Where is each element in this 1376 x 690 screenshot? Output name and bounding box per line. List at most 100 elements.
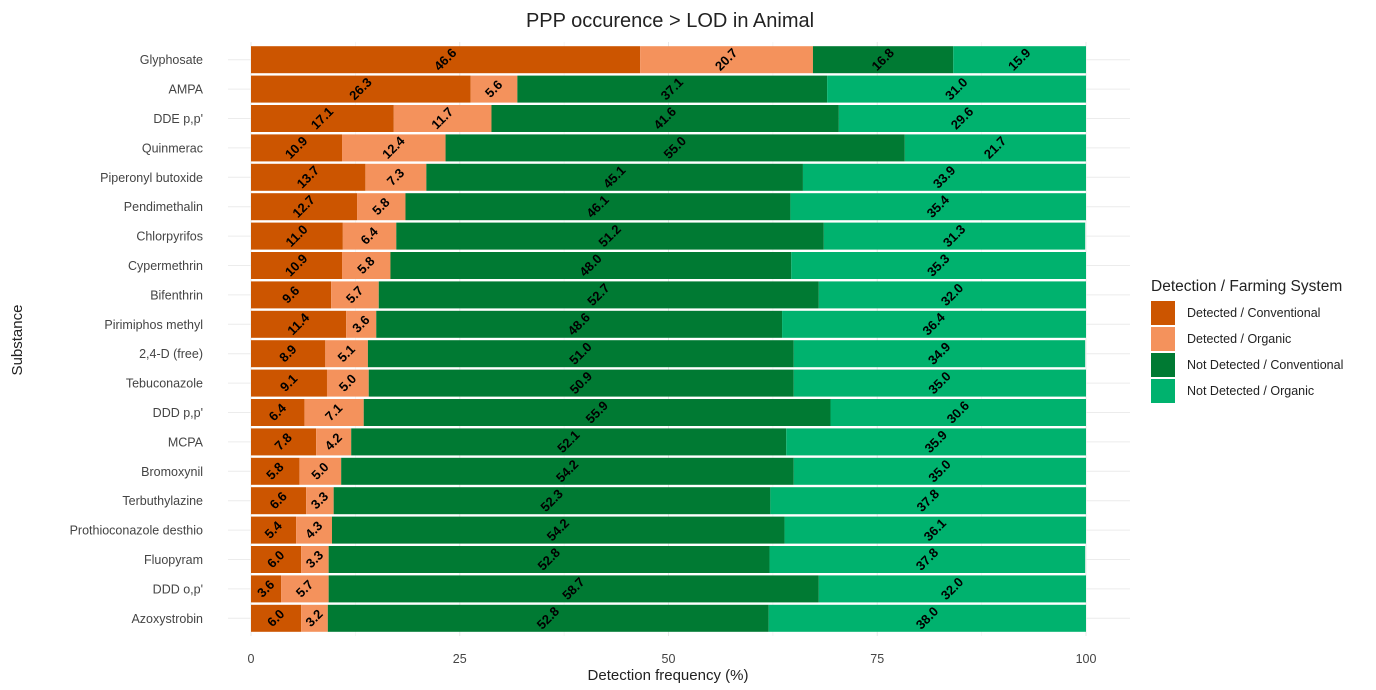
bar-segment — [357, 193, 406, 221]
bar-segment — [770, 487, 1086, 515]
legend-item-label: Detected / Conventional — [1187, 306, 1320, 320]
bar-segment — [812, 46, 954, 74]
bar-segment — [251, 222, 343, 250]
bar-segment — [346, 310, 377, 338]
x-tick-label: 0 — [248, 652, 255, 666]
y-tick-label: Fluopyram — [144, 553, 203, 567]
bar-segment — [818, 575, 1086, 603]
y-tick-label: DDD p,p' — [153, 406, 203, 420]
bar-segment — [325, 340, 368, 368]
bar-segment — [251, 134, 343, 162]
bar-segment — [296, 516, 332, 544]
bar-segment — [363, 399, 831, 426]
y-tick-label: 2,4-D (free) — [139, 347, 203, 361]
bar-segment — [251, 163, 366, 191]
x-axis-title: Detection frequency (%) — [588, 667, 749, 684]
x-tick-label: 100 — [1076, 652, 1097, 666]
chart-title: PPP occurence > LOD in Animal — [526, 10, 814, 32]
bar-segment — [802, 163, 1086, 191]
bar-segment — [378, 281, 819, 309]
y-tick-label: Chlorpyrifos — [136, 230, 203, 244]
bar-segment — [251, 75, 471, 103]
x-tick-label: 50 — [662, 652, 676, 666]
bar-segment — [351, 428, 787, 456]
bar-segment — [517, 75, 828, 103]
bar-segment — [818, 281, 1086, 309]
bar-segment — [953, 46, 1086, 74]
bar-segment — [331, 516, 785, 544]
x-tick-label: 75 — [870, 652, 884, 666]
bar-segment — [326, 369, 369, 397]
bar-segment — [328, 546, 770, 573]
bar-segment — [251, 310, 347, 338]
legend-swatch — [1151, 353, 1175, 377]
bar-segment — [793, 457, 1086, 485]
x-axis-ticks: 0 25 50 75 100 — [248, 652, 1097, 666]
bar-segment — [784, 516, 1086, 544]
y-tick-label: Glyphosate — [140, 53, 203, 67]
bar-segment — [251, 399, 305, 426]
bar-segment — [491, 105, 839, 132]
bar-segment — [793, 369, 1086, 397]
bar-segment — [341, 457, 794, 485]
y-tick-label: AMPA — [169, 83, 204, 97]
bar-segment — [251, 281, 332, 309]
y-tick-label: DDE p,p' — [153, 112, 203, 126]
bar-labels: 46.6 20.7 16.8 15.926.3 5.6 37.1 31.017.1 11.7 4… — [254, 45, 1034, 632]
y-tick-label: Terbuthylazine — [122, 494, 203, 508]
bar-segment — [769, 546, 1086, 573]
y-tick-label: Pendimethalin — [124, 200, 203, 214]
bar-segment — [251, 369, 327, 397]
bar-segment — [838, 105, 1086, 132]
bar-segment — [251, 575, 282, 603]
bar-segment — [342, 252, 391, 279]
y-tick-label: Cypermethrin — [128, 259, 203, 273]
bar-segment — [823, 222, 1086, 250]
bar-segment — [328, 575, 819, 603]
bar-segment — [306, 487, 334, 515]
y-axis-ticks: Glyphosate AMPA DDE p,p' Quinmerac Piperonyl… — [70, 53, 204, 626]
bar-segment — [470, 75, 518, 103]
bar-segment — [904, 134, 1086, 162]
bars — [251, 46, 1086, 632]
y-tick-label: MCPA — [168, 435, 204, 449]
bar-segment — [768, 604, 1086, 632]
y-axis-title: Substance — [9, 305, 26, 376]
bar-segment — [251, 487, 307, 515]
bar-segment — [251, 457, 300, 485]
bar-segment — [251, 546, 302, 573]
bar-segment — [299, 457, 342, 485]
bar-segment — [390, 252, 792, 279]
y-tick-label: Bifenthrin — [150, 288, 203, 302]
bar-segment — [251, 604, 302, 632]
bar-segment — [251, 340, 326, 368]
bar-segment — [251, 516, 297, 544]
bar-segment — [251, 193, 358, 221]
bar-segment — [640, 46, 813, 74]
bar-segment — [251, 105, 394, 132]
y-tick-label: Piperonyl butoxide — [100, 171, 203, 185]
legend-title: Detection / Farming System — [1151, 278, 1342, 295]
bar-segment — [316, 428, 352, 456]
bar-segment — [791, 252, 1086, 279]
bar-segment — [830, 399, 1086, 426]
bar-segment — [793, 340, 1086, 368]
bar-segment — [327, 604, 769, 632]
bar-segment — [426, 163, 803, 191]
legend-item-label: Not Detected / Conventional — [1187, 358, 1343, 372]
bar-segment — [827, 75, 1086, 103]
bar-segment — [782, 310, 1086, 338]
bar-segment — [331, 281, 379, 309]
y-tick-label: Quinmerac — [142, 141, 203, 155]
bar-segment — [367, 340, 794, 368]
y-tick-label: Bromoxynil — [141, 465, 203, 479]
y-tick-label: Azoxystrobin — [131, 612, 203, 626]
y-tick-label: DDD o,p' — [153, 582, 203, 596]
legend-swatch — [1151, 379, 1175, 403]
bar-segment — [790, 193, 1086, 221]
bar-segment — [368, 369, 794, 397]
bar-segment — [405, 193, 791, 221]
y-tick-label: Prothioconazole desthio — [70, 524, 203, 538]
